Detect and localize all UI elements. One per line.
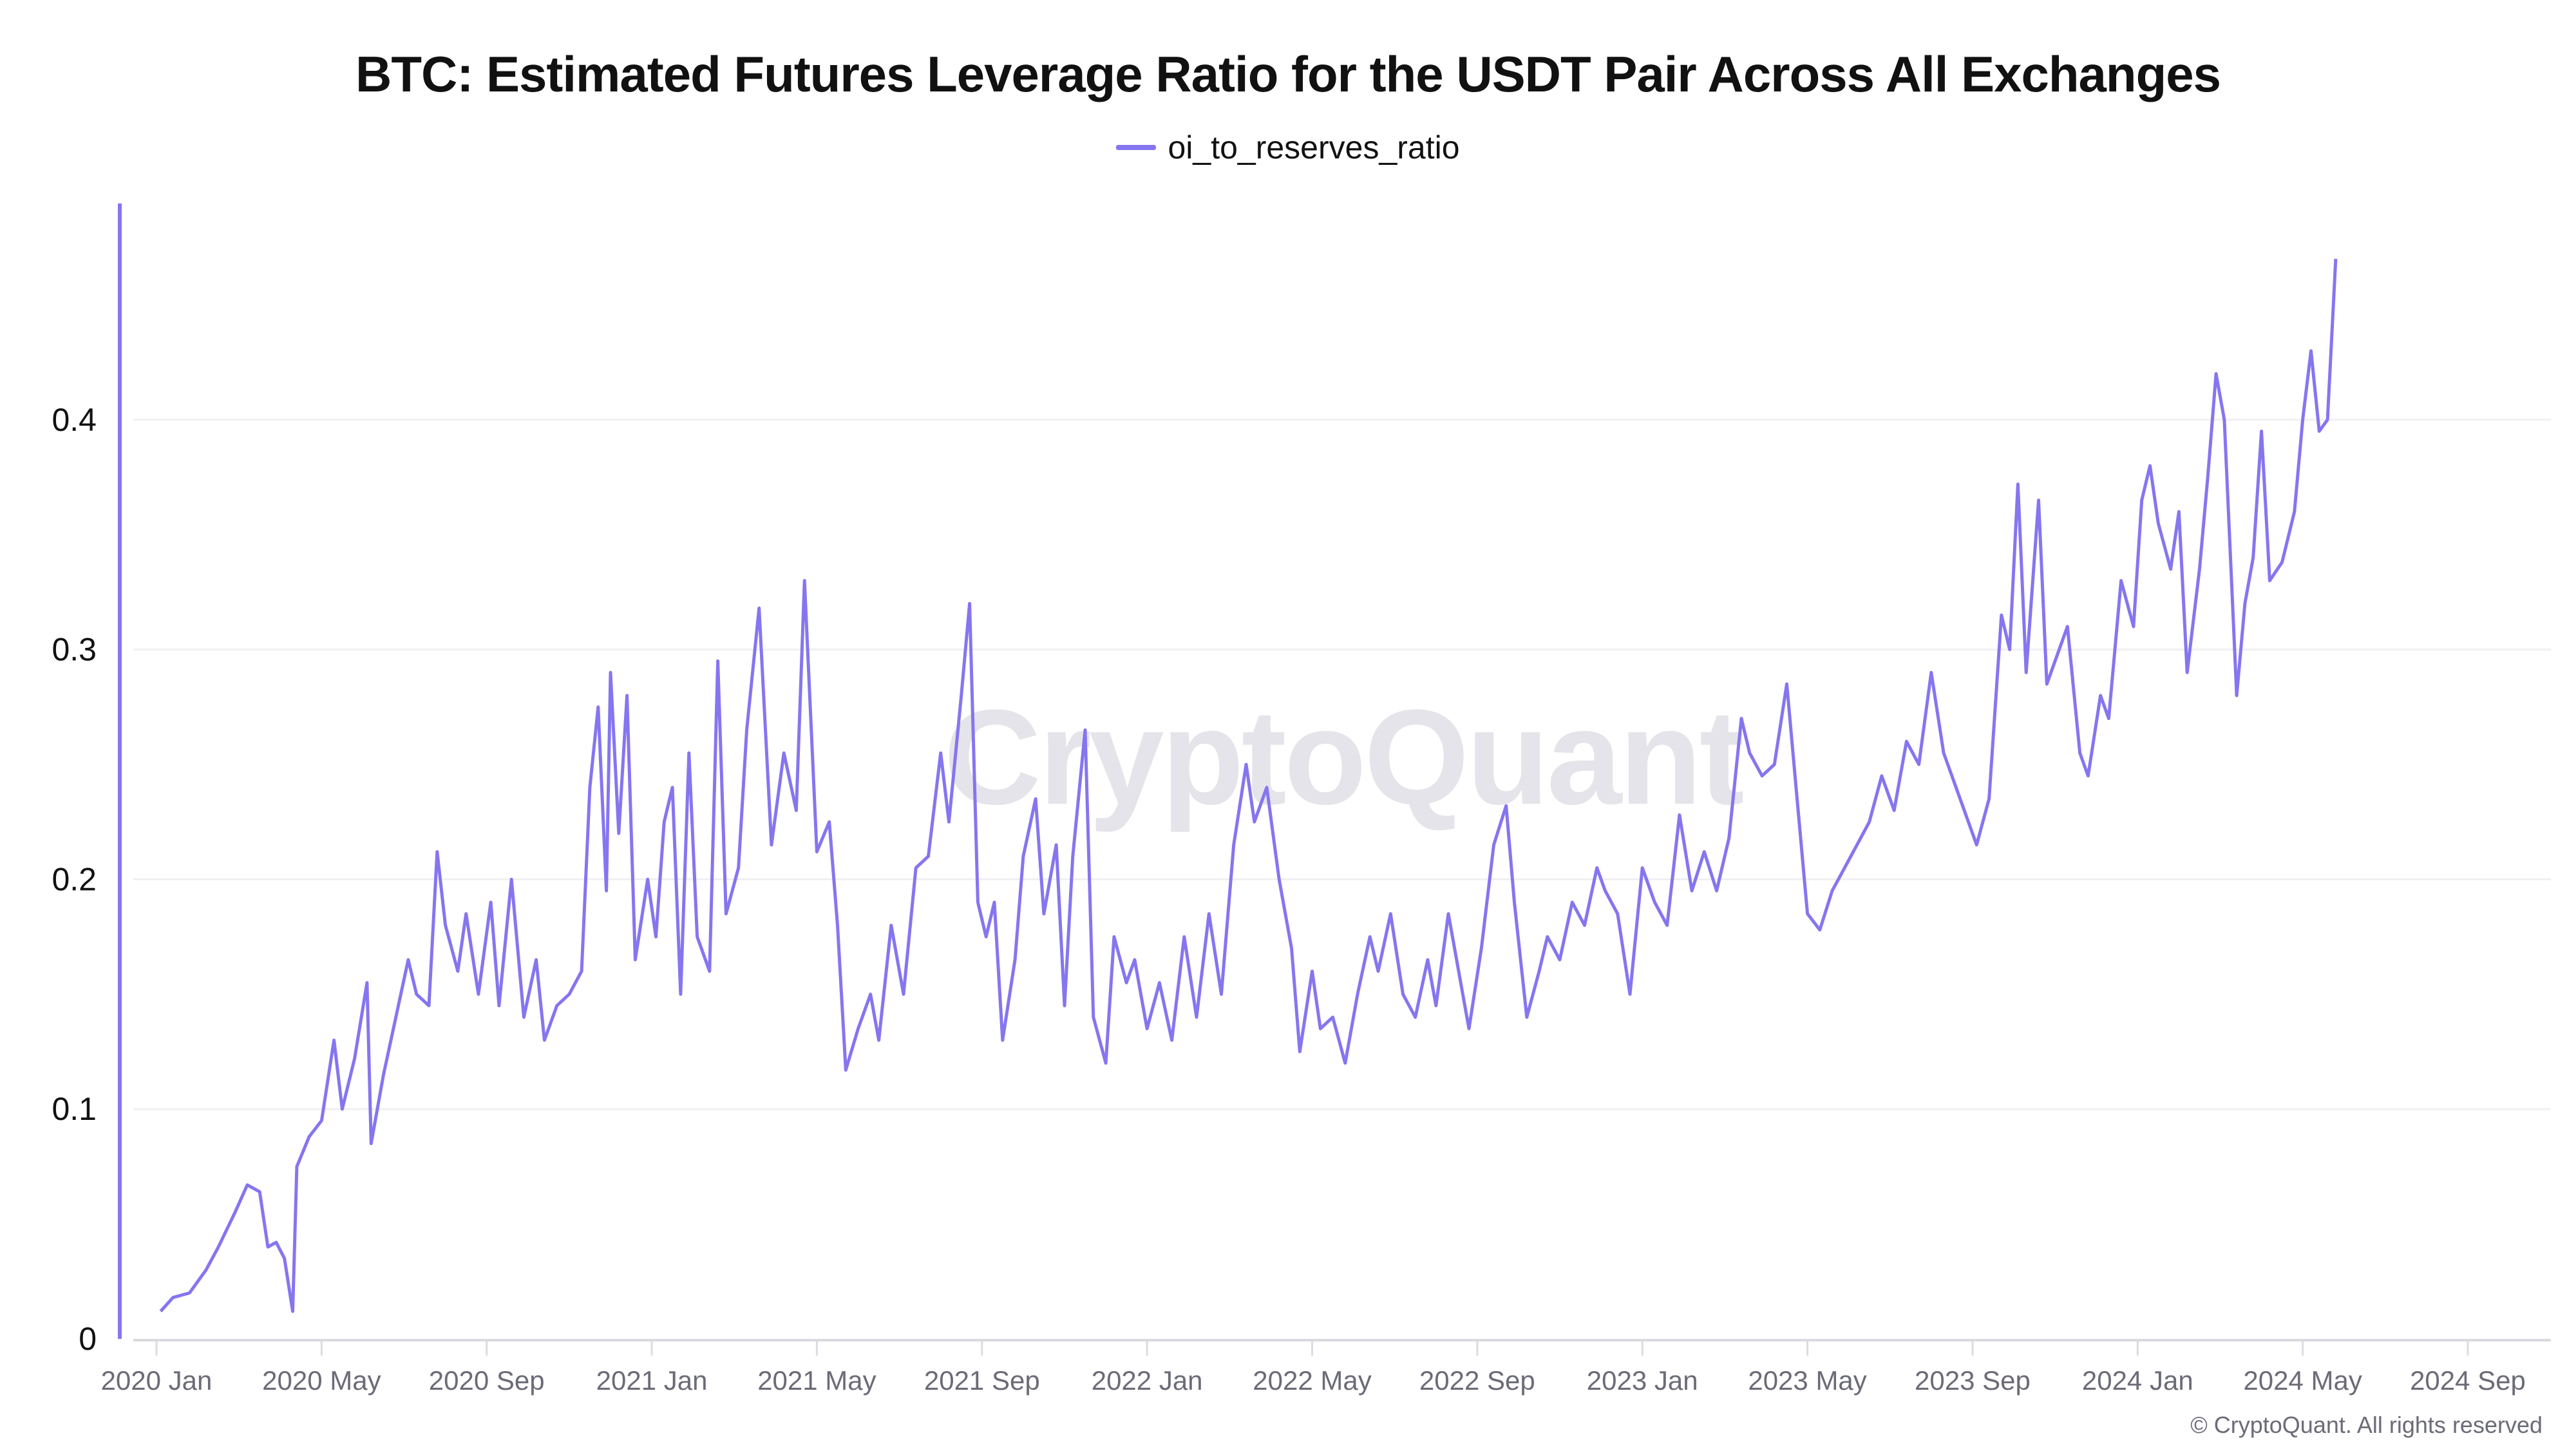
legend-swatch-oi-to-reserves-ratio[interactable]: [1116, 145, 1157, 150]
x-tick-label: 2023 Sep: [1915, 1365, 2031, 1396]
x-tick-label: 2022 Jan: [1092, 1365, 1203, 1396]
x-tick-label: 2020 Sep: [429, 1365, 545, 1396]
x-tick-label: 2024 Sep: [2410, 1365, 2526, 1396]
y-tick-label: 0.4: [52, 402, 97, 438]
series-line-oi-to-reserves-ratio[interactable]: [159, 258, 2338, 1313]
x-tick-label: 2024 May: [2243, 1365, 2362, 1396]
chart-title: BTC: Estimated Futures Leverage Ratio fo…: [355, 46, 2221, 102]
copyright-notice: © CryptoQuant. All rights reserved: [2190, 1412, 2543, 1438]
y-axis-ticks: 0 0.1 0.2 0.3 0.4: [52, 402, 97, 1357]
legend: oi_to_reserves_ratio: [0, 129, 2576, 166]
y-tick-label: 0: [79, 1321, 97, 1357]
grid-lines: [133, 419, 2551, 1110]
x-tick-label: 2021 May: [757, 1365, 876, 1396]
y-tick-label: 0.2: [52, 861, 97, 897]
watermark: CryptoQuant: [943, 681, 1743, 833]
x-tick-label: 2022 Sep: [1419, 1365, 1535, 1396]
x-tick-label: 2020 May: [262, 1365, 381, 1396]
x-tick-label: 2021 Sep: [924, 1365, 1040, 1396]
x-tick-label: 2022 May: [1253, 1365, 1371, 1396]
x-tick-label: 2024 Jan: [2082, 1365, 2193, 1396]
x-tick-label: 2023 May: [1748, 1365, 1866, 1396]
x-tick-label: 2021 Jan: [596, 1365, 708, 1396]
y-tick-label: 0.3: [52, 632, 97, 668]
x-tick-label: 2023 Jan: [1587, 1365, 1698, 1396]
y-tick-label: 0.1: [52, 1091, 97, 1127]
x-tick-label: 2020 Jan: [101, 1365, 213, 1396]
x-axis-ticks: 2020 Jan 2020 May 2020 Sep 2021 Jan 2021 May…: [101, 1341, 2526, 1396]
legend-label-oi-to-reserves-ratio[interactable]: oi_to_reserves_ratio: [1168, 129, 1460, 166]
